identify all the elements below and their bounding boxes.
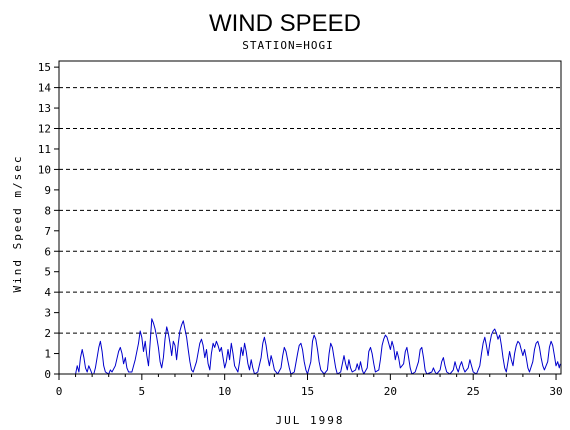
x-axis-label: JUL 1998 (276, 414, 345, 427)
y-tick-label: 12 (38, 123, 51, 136)
x-tick-label: 30 (549, 385, 562, 398)
y-tick-label: 15 (38, 61, 51, 74)
chart-title: WIND SPEED (209, 10, 361, 37)
x-tick-label: 5 (139, 385, 146, 398)
y-tick-label: 14 (38, 82, 52, 95)
grid-lines (59, 87, 561, 375)
y-tick-label: 8 (44, 204, 51, 217)
y-tick-label: 4 (44, 286, 51, 299)
y-tick-label: 13 (38, 102, 51, 115)
y-tick-label: 0 (44, 368, 51, 381)
y-tick-label: 11 (38, 143, 51, 156)
x-tick-label: 10 (218, 385, 231, 398)
x-tick-label: 15 (301, 385, 314, 398)
chart-subtitle: STATION=HOGI (242, 39, 333, 52)
y-tick-label: 5 (44, 266, 51, 279)
y-tick-label: 2 (44, 327, 51, 340)
y-tick-label: 10 (38, 163, 51, 176)
x-axis: 0 5 10 15 20 25 30 (56, 374, 563, 398)
y-tick-label: 7 (44, 225, 51, 238)
x-tick-label: 20 (384, 385, 397, 398)
y-axis-label: Wind Speed m/sec (11, 155, 24, 293)
plot-frame (58, 60, 562, 375)
data-line-group (75, 318, 561, 375)
x-tick-label: 0 (56, 385, 63, 398)
y-tick-label: 9 (44, 184, 51, 197)
y-tick-label: 1 (44, 348, 51, 361)
y-tick-label: 6 (44, 245, 51, 258)
x-tick-label: 25 (467, 385, 480, 398)
y-tick-label: 3 (44, 307, 51, 320)
wind-speed-series-line (75, 318, 561, 375)
